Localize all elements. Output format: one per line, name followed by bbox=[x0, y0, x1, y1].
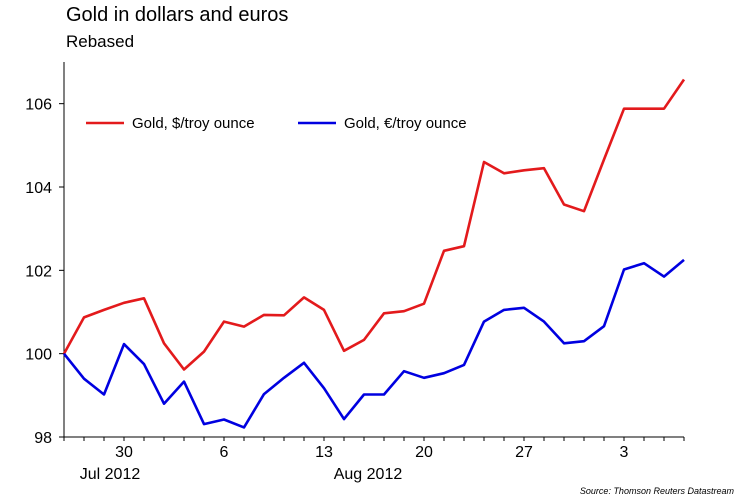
x-tick-label: 3 bbox=[620, 444, 629, 461]
y-tick-label: 98 bbox=[34, 430, 52, 447]
chart-title: Gold in dollars and euros bbox=[66, 4, 289, 26]
x-period-label: Aug 2012 bbox=[334, 466, 403, 483]
x-tick-label: 20 bbox=[415, 444, 433, 461]
source-note: Source: Thomson Reuters Datastream bbox=[579, 486, 734, 496]
x-tick-label: 27 bbox=[515, 444, 533, 461]
chart-subtitle: Rebased bbox=[66, 32, 135, 51]
x-tick-label: 30 bbox=[115, 444, 133, 461]
y-tick-label: 100 bbox=[25, 347, 52, 364]
y-tick-label: 106 bbox=[25, 97, 52, 114]
y-tick-label: 104 bbox=[25, 180, 52, 197]
series-line-usd bbox=[62, 78, 686, 371]
legend-label-eur: Gold, €/troy ounce bbox=[344, 115, 467, 132]
y-tick-label: 102 bbox=[25, 263, 52, 280]
x-tick-label: 6 bbox=[220, 444, 229, 461]
series-line-eur bbox=[62, 258, 685, 429]
legend-label-usd: Gold, $/troy ounce bbox=[132, 115, 255, 132]
x-period-label: Jul 2012 bbox=[80, 466, 141, 483]
x-tick-label: 13 bbox=[315, 444, 333, 461]
